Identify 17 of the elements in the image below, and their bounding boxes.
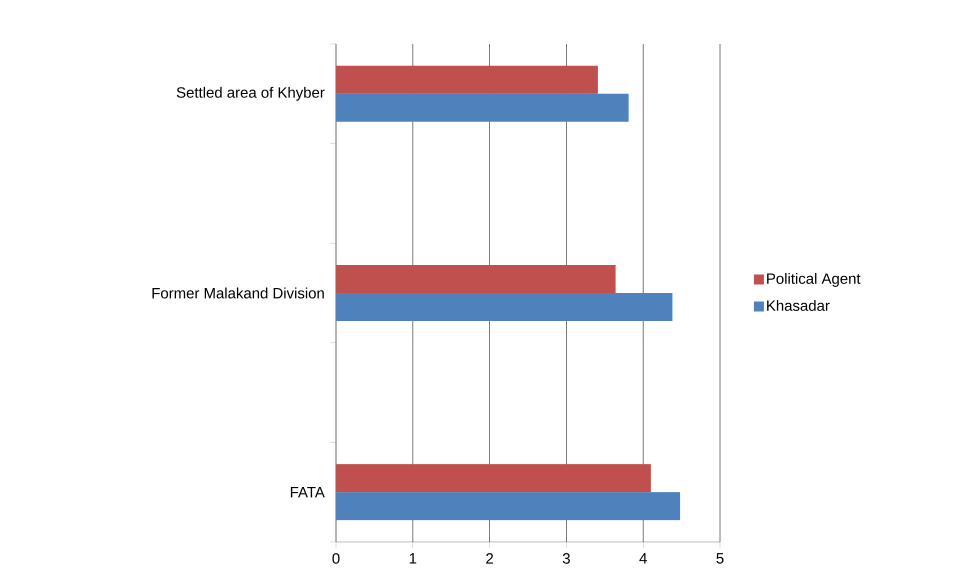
bar [336,464,651,492]
bar [336,264,616,293]
bar [336,94,629,122]
x-tick-label: 3 [562,553,570,564]
legend-label: Political Agent [767,272,860,287]
x-tick-label: 5 [716,553,724,564]
x-tick-label: 2 [486,553,494,564]
y-tick-label: Former Malakand Division [152,288,324,298]
y-tick-label: FATA [290,487,325,498]
bar [336,66,598,94]
x-tick-label: 0 [332,553,340,564]
legend-label: Khasadar [767,300,830,311]
x-tick-label: 4 [639,553,647,564]
bar [336,292,672,321]
bar [336,492,680,520]
x-tick-label: 1 [410,553,416,564]
y-tick-label: Settled area of Khyber [176,86,325,101]
